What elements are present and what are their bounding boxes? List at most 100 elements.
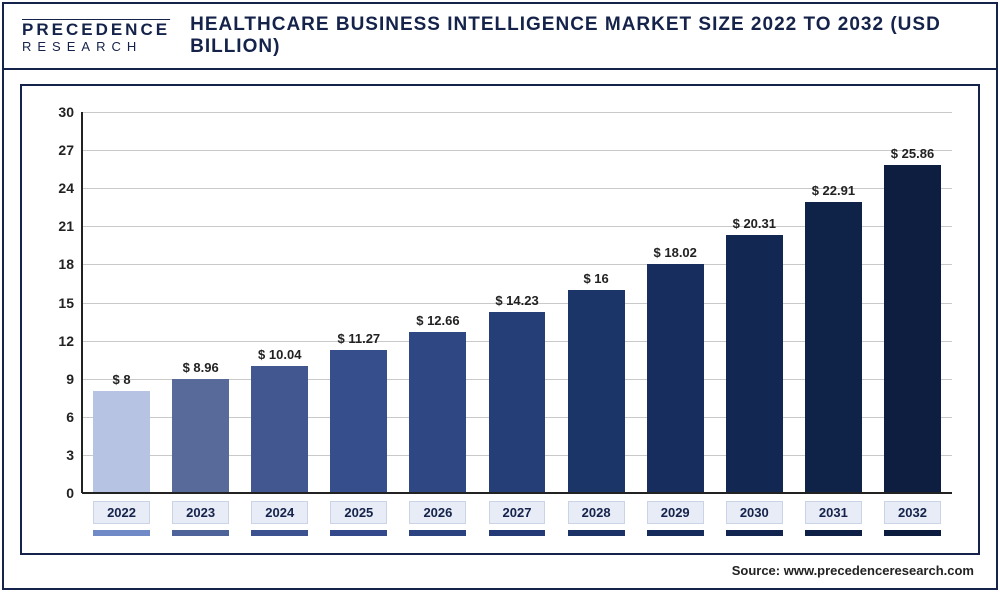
header-row: PRECEDENCE RESEARCH HEALTHCARE BUSINESS … [4,4,996,70]
bar-value-label: $ 8 [113,372,131,387]
x-tick: 2025 [319,501,398,524]
x-tick: 2022 [82,501,161,524]
x-accent-bar [884,530,941,536]
bar-rect [409,332,466,493]
y-tick-label: 21 [58,218,82,234]
x-accent-bar [726,530,783,536]
chart-title: HEALTHCARE BUSINESS INTELLIGENCE MARKET … [184,4,996,68]
x-accent-bar [647,530,704,536]
x-tick: 2031 [794,501,873,524]
report-frame: PRECEDENCE RESEARCH HEALTHCARE BUSINESS … [2,2,998,590]
x-accent-bar [568,530,625,536]
bar-rect [251,366,308,494]
bar-value-label: $ 11.27 [338,331,381,346]
bar-slot: $ 10.04 [240,112,319,493]
x-accent-segment [477,530,556,536]
bar-value-label: $ 12.66 [416,313,459,328]
bar-slot: $ 18.02 [636,112,715,493]
x-accent-segment [873,530,952,536]
x-tick: 2032 [873,501,952,524]
bar-value-label: $ 18.02 [654,245,697,260]
x-accent-segment [557,530,636,536]
x-accent-segment [161,530,240,536]
bar-value-label: $ 14.23 [495,293,538,308]
x-accent-bar [330,530,387,536]
x-accent-segment [319,530,398,536]
x-tick: 2024 [240,501,319,524]
plot-area: 036912151821242730 $ 8$ 8.96$ 10.04$ 11.… [82,112,952,493]
x-accent-strip [82,530,952,536]
x-accent-segment [715,530,794,536]
x-accent-segment [398,530,477,536]
bar-slot: $ 8.96 [161,112,240,493]
x-tick-label: 2031 [805,501,862,524]
bar-rect [647,264,704,493]
x-tick-labels: 2022 2023 2024 2025 2026 2027 2028 2029 2030 2031… [82,493,952,524]
logo-line-1: PRECEDENCE [22,19,170,38]
bars-container: $ 8 $ 8.96 $ 10.04 $ 11.27 $ 12.66 $ 14.23 $ 1… [82,112,952,493]
bar-rect [330,350,387,493]
bar-rect [93,391,150,493]
x-tick-label: 2027 [489,501,546,524]
source-attribution: Source: www.precedenceresearch.com [4,563,996,588]
y-tick-label: 30 [58,104,82,120]
x-accent-bar [805,530,862,536]
y-tick-label: 9 [66,371,82,387]
x-tick: 2027 [477,501,556,524]
bar-rect [568,290,625,493]
bar-slot: $ 11.27 [319,112,398,493]
x-accent-bar [251,530,308,536]
y-tick-label: 3 [66,447,82,463]
logo-line-2: RESEARCH [22,40,170,53]
x-accent-segment [82,530,161,536]
x-accent-bar [489,530,546,536]
bar-slot: $ 12.66 [398,112,477,493]
bar-value-label: $ 20.31 [733,216,776,231]
x-accent-segment [636,530,715,536]
bar-rect [489,312,546,493]
x-tick: 2023 [161,501,240,524]
bar-rect [884,165,941,493]
x-tick-label: 2025 [330,501,387,524]
y-tick-label: 18 [58,256,82,272]
bar-slot: $ 25.86 [873,112,952,493]
x-axis-area: 2022 2023 2024 2025 2026 2027 2028 2029 2030 2031… [82,493,952,553]
bar-value-label: $ 25.86 [891,146,934,161]
x-accent-bar [409,530,466,536]
x-tick: 2030 [715,501,794,524]
bar-rect [805,202,862,493]
bar-slot: $ 8 [82,112,161,493]
x-accent-bar [93,530,150,536]
bar-slot: $ 16 [557,112,636,493]
y-tick-label: 12 [58,333,82,349]
bar-slot: $ 14.23 [477,112,556,493]
bar-value-label: $ 16 [583,271,608,286]
y-tick-label: 0 [66,485,82,501]
y-tick-label: 24 [58,180,82,196]
bar-value-label: $ 10.04 [258,347,301,362]
y-tick-label: 15 [58,295,82,311]
bar-value-label: $ 22.91 [812,183,855,198]
x-tick-label: 2029 [647,501,704,524]
bar-rect [726,235,783,493]
brand-logo: PRECEDENCE RESEARCH [4,4,184,68]
x-tick-label: 2028 [568,501,625,524]
x-tick: 2029 [636,501,715,524]
x-accent-bar [172,530,229,536]
x-tick-label: 2030 [726,501,783,524]
x-accent-segment [240,530,319,536]
x-tick-label: 2026 [409,501,466,524]
x-tick-label: 2032 [884,501,941,524]
y-tick-label: 6 [66,409,82,425]
x-tick: 2028 [557,501,636,524]
bar-slot: $ 20.31 [715,112,794,493]
x-tick-label: 2023 [172,501,229,524]
y-tick-label: 27 [58,142,82,158]
x-tick-label: 2024 [251,501,308,524]
x-tick-label: 2022 [93,501,150,524]
bar-value-label: $ 8.96 [183,360,219,375]
chart-frame: 0 3 6 9 12 15 18 21 24 27 30 $ 8 $ 8.96 $ 10.04 $ 11.… [20,84,980,555]
bar-rect [172,379,229,493]
x-accent-segment [794,530,873,536]
y-axis-line [81,112,83,493]
